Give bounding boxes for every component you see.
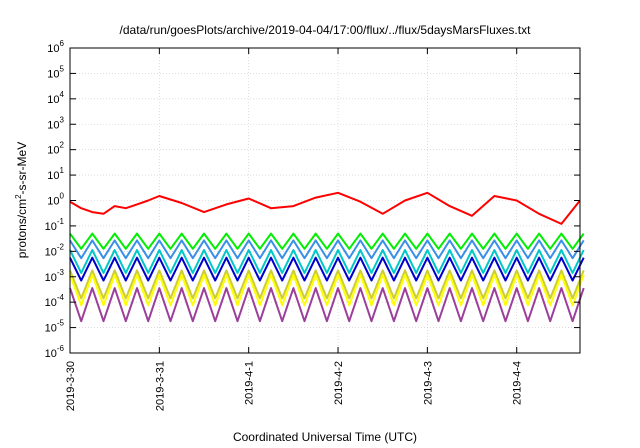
series-line-5 (69, 269, 585, 300)
x-tick-labels: 2019-3-30 2019-3-31 2019-4-1 2019-4-2 2019-4… (65, 361, 524, 411)
axis-ticks (69, 47, 580, 354)
y-tick-label: 104 (47, 90, 64, 106)
series-lines (69, 191, 585, 323)
x-tick-label: 2019-4-2 (333, 361, 345, 405)
chart-title: /data/run/goesPlots/archive/2019-04-04/1… (120, 23, 532, 37)
y-tick-label: 10-6 (45, 344, 65, 360)
y-tick-label: 100 (47, 192, 64, 208)
series-line-2 (69, 239, 585, 260)
series-line-1 (69, 232, 585, 250)
series-line-0 (69, 191, 581, 225)
y-tick-label: 10-5 (45, 319, 65, 335)
y-tick-label: 103 (47, 115, 64, 131)
y-tick-label: 10-4 (45, 293, 65, 309)
x-tick-label: 2019-3-30 (65, 361, 77, 411)
y-axis-title: protons/cm2-s-sr-MeV (14, 142, 29, 258)
series-line-7 (69, 287, 585, 323)
x-axis-title: Coordinated Universal Time (UTC) (233, 430, 417, 444)
y-tick-label: 10-1 (45, 217, 65, 233)
series-line-3 (69, 249, 585, 274)
series-line-6 (69, 273, 585, 307)
y-tick-label: 105 (47, 64, 64, 80)
y-tick-label: 101 (47, 166, 64, 182)
x-tick-label: 2019-3-31 (154, 361, 166, 411)
x-tick-label: 2019-4-4 (512, 361, 524, 405)
y-tick-label: 10-3 (45, 268, 65, 284)
y-tick-labels: 10-6 10-5 10-4 10-3 10-2 10-1 100 101 102 103 104 1… (45, 39, 65, 360)
y-tick-label: 102 (47, 141, 64, 157)
y-tick-label: 10-2 (45, 242, 65, 258)
x-tick-label: 2019-4-3 (422, 361, 434, 405)
y-tick-label: 106 (47, 39, 64, 55)
series-line-4 (69, 256, 585, 282)
x-tick-label: 2019-4-1 (244, 361, 256, 405)
